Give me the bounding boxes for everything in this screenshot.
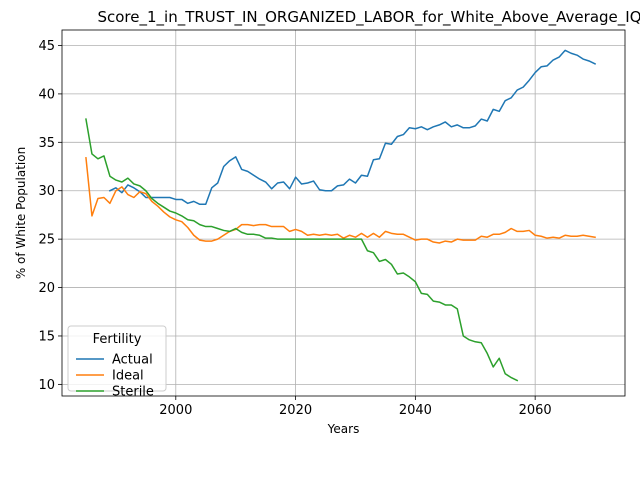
legend-label-actual: Actual — [112, 353, 153, 368]
y-tick-label: 20 — [38, 281, 55, 296]
plot-frame — [61, 29, 626, 397]
y-tick-label: 35 — [38, 136, 55, 151]
axis-ticks: 2000 2020 2040 2060 10 15 20 25 30 35 40 45 — [38, 39, 551, 418]
y-axis-label: % of White Population — [14, 147, 28, 279]
x-tick-label: 2040 — [399, 403, 432, 418]
series-lines — [85, 49, 597, 382]
series-line-actual — [108, 49, 597, 206]
y-tick-label: 30 — [38, 184, 55, 199]
x-axis-label: Years — [327, 422, 360, 436]
series-line-ideal — [85, 156, 596, 244]
y-tick-label: 40 — [38, 87, 55, 102]
legend-title: Fertility — [93, 332, 142, 347]
legend-label-ideal: Ideal — [112, 369, 144, 384]
y-tick-label: 45 — [38, 39, 55, 54]
y-tick-label: 15 — [38, 329, 55, 344]
legend-label-sterile: Sterile — [112, 385, 154, 400]
chart-title: Score_1_in_TRUST_IN_ORGANIZED_LABOR_for_… — [97, 8, 640, 27]
x-tick-label: 2000 — [159, 403, 192, 418]
y-tick-label: 25 — [38, 233, 55, 248]
series-line-sterile — [85, 118, 519, 382]
y-tick-label: 10 — [38, 378, 55, 393]
x-tick-label: 2020 — [279, 403, 312, 418]
x-tick-label: 2060 — [519, 403, 552, 418]
